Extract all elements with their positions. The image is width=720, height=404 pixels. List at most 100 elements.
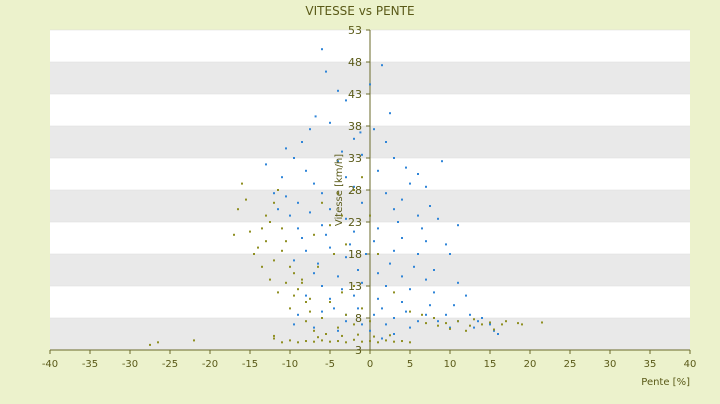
- data-point: [321, 310, 323, 313]
- x-tick-label: -20: [202, 359, 218, 370]
- data-point: [489, 323, 491, 326]
- data-point: [369, 320, 371, 323]
- data-point: [297, 341, 299, 344]
- data-point: [345, 313, 347, 316]
- data-point: [409, 310, 411, 313]
- data-point: [401, 340, 403, 343]
- data-point: [497, 333, 499, 335]
- data-point: [313, 272, 315, 275]
- data-point: [369, 329, 371, 332]
- data-point: [437, 217, 439, 220]
- data-point: [253, 253, 255, 255]
- data-point: [481, 317, 483, 319]
- data-point: [457, 224, 459, 227]
- data-point: [381, 337, 383, 340]
- data-point: [377, 341, 379, 344]
- y-tick-label: 23: [348, 216, 362, 229]
- data-point: [421, 313, 423, 316]
- data-point: [337, 275, 339, 278]
- data-points: [149, 48, 543, 346]
- data-point: [285, 147, 287, 150]
- data-point: [297, 201, 299, 204]
- data-point: [369, 340, 371, 343]
- data-point: [393, 157, 395, 159]
- data-point: [337, 160, 339, 163]
- x-tick-label: 5: [407, 359, 413, 370]
- data-point: [321, 339, 323, 342]
- data-point: [405, 310, 407, 313]
- data-point: [353, 137, 355, 140]
- data-point: [305, 340, 307, 343]
- data-point: [353, 323, 355, 326]
- data-point: [457, 320, 459, 323]
- data-point: [353, 230, 355, 233]
- y-axis-label: Vitesse [km/h]: [334, 154, 345, 226]
- data-point: [405, 166, 407, 169]
- data-point: [421, 227, 423, 230]
- data-point: [345, 217, 347, 220]
- data-point: [441, 160, 443, 163]
- data-point: [389, 112, 391, 115]
- data-point: [293, 259, 295, 262]
- data-point: [381, 64, 383, 67]
- x-tick-label: 10: [444, 359, 457, 370]
- data-point: [313, 329, 315, 332]
- x-tick-label: -10: [282, 359, 298, 370]
- data-point: [361, 307, 363, 310]
- data-point: [409, 288, 411, 291]
- data-point: [517, 322, 519, 325]
- data-point: [277, 291, 279, 294]
- data-point: [445, 243, 447, 246]
- data-point: [541, 321, 543, 324]
- data-point: [261, 227, 263, 230]
- data-point: [309, 211, 311, 214]
- data-point: [393, 317, 395, 319]
- data-point: [345, 176, 347, 179]
- data-point: [361, 153, 363, 156]
- data-point: [377, 272, 379, 275]
- data-point: [305, 320, 307, 323]
- data-point: [377, 227, 379, 230]
- data-point: [341, 150, 343, 153]
- data-point: [465, 294, 467, 297]
- data-point: [373, 128, 375, 131]
- data-point: [301, 281, 303, 284]
- data-point: [301, 237, 303, 239]
- data-point: [313, 326, 315, 329]
- data-point: [389, 334, 391, 337]
- data-point: [345, 256, 347, 259]
- data-point: [353, 189, 355, 191]
- data-point: [357, 307, 359, 310]
- data-point: [385, 141, 387, 143]
- data-point: [281, 227, 283, 230]
- data-point: [285, 195, 287, 198]
- data-point: [149, 343, 151, 346]
- data-point: [445, 313, 447, 316]
- data-point: [417, 173, 419, 175]
- data-point: [265, 240, 267, 243]
- data-point: [361, 201, 363, 204]
- data-point: [321, 201, 323, 204]
- data-point: [281, 341, 283, 344]
- data-point: [273, 201, 275, 204]
- data-point: [337, 340, 339, 343]
- x-tick-label: -35: [82, 359, 98, 370]
- data-point: [373, 313, 375, 316]
- data-point: [241, 182, 243, 185]
- data-point: [297, 288, 299, 291]
- data-point: [465, 329, 467, 332]
- data-point: [193, 339, 195, 342]
- data-point: [321, 317, 323, 319]
- data-point: [329, 121, 331, 124]
- data-point: [433, 291, 435, 294]
- data-point: [409, 341, 411, 344]
- data-point: [393, 249, 395, 252]
- data-point: [469, 313, 471, 316]
- data-point: [425, 185, 427, 188]
- data-point: [273, 337, 275, 340]
- x-tick-label: -5: [325, 359, 335, 370]
- data-point: [321, 224, 323, 227]
- data-point: [325, 70, 327, 73]
- data-point: [345, 243, 347, 246]
